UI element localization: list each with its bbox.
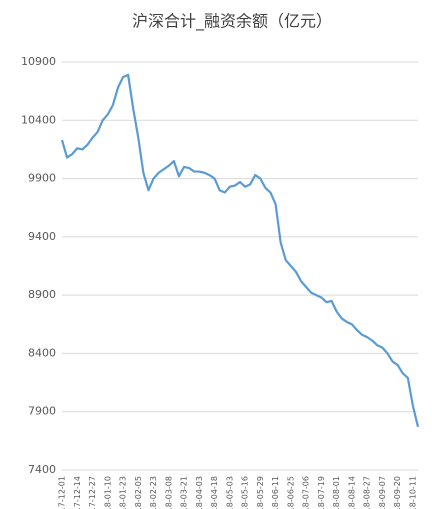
x-tick-label: 2018-08-14 <box>347 476 356 509</box>
y-tick-label: 9900 <box>28 172 56 185</box>
x-tick-label: 2018-05-29 <box>256 476 265 509</box>
x-tick-label: 2018-03-21 <box>180 476 189 509</box>
y-tick-label: 9400 <box>28 230 56 243</box>
x-tick-label: 2018-02-05 <box>134 476 143 509</box>
y-tick-label: 8900 <box>28 288 56 301</box>
y-tick-label: 10900 <box>21 55 56 68</box>
x-tick-label: 2018-08-27 <box>363 476 372 509</box>
x-tick-label: 2018-07-19 <box>317 476 326 509</box>
x-tick-label: 2018-09-07 <box>378 476 387 509</box>
x-tick-label: 2018-03-08 <box>164 476 173 509</box>
y-tick-label: 8400 <box>28 346 56 359</box>
x-tick-label: 2018-02-23 <box>149 476 158 509</box>
x-tick-label: 2017-12-27 <box>88 476 97 509</box>
x-tick-label: 2018-06-25 <box>286 476 295 509</box>
y-tick-label: 7900 <box>28 405 56 418</box>
line <box>60 73 420 428</box>
x-tick-label: 2018-01-10 <box>103 476 112 509</box>
x-tick-label: 2018-08-01 <box>332 476 341 509</box>
x-tick-label: 2018-04-18 <box>210 476 219 509</box>
x-tick-label: 2018-07-06 <box>302 476 311 509</box>
x-tick-label: 2018-05-16 <box>241 476 250 509</box>
x-tick-label: 2018-09-20 <box>393 476 402 509</box>
x-tick-label: 2018-05-03 <box>225 476 234 509</box>
y-tick-label: 10400 <box>21 113 56 126</box>
x-tick-label: 2018-10-11 <box>408 476 417 509</box>
chart-title: 沪深合计_融资余额（亿元） <box>132 12 332 32</box>
x-tick-label: 2017-12-14 <box>73 476 82 509</box>
x-tick-label: 2018-01-23 <box>119 476 128 509</box>
x-tick-label: 2018-04-03 <box>195 476 204 509</box>
x-tick-label: 2018-06-11 <box>271 476 280 509</box>
x-tick-label: 2017-12-01 <box>58 476 67 509</box>
y-tick-label: 7400 <box>28 463 56 476</box>
